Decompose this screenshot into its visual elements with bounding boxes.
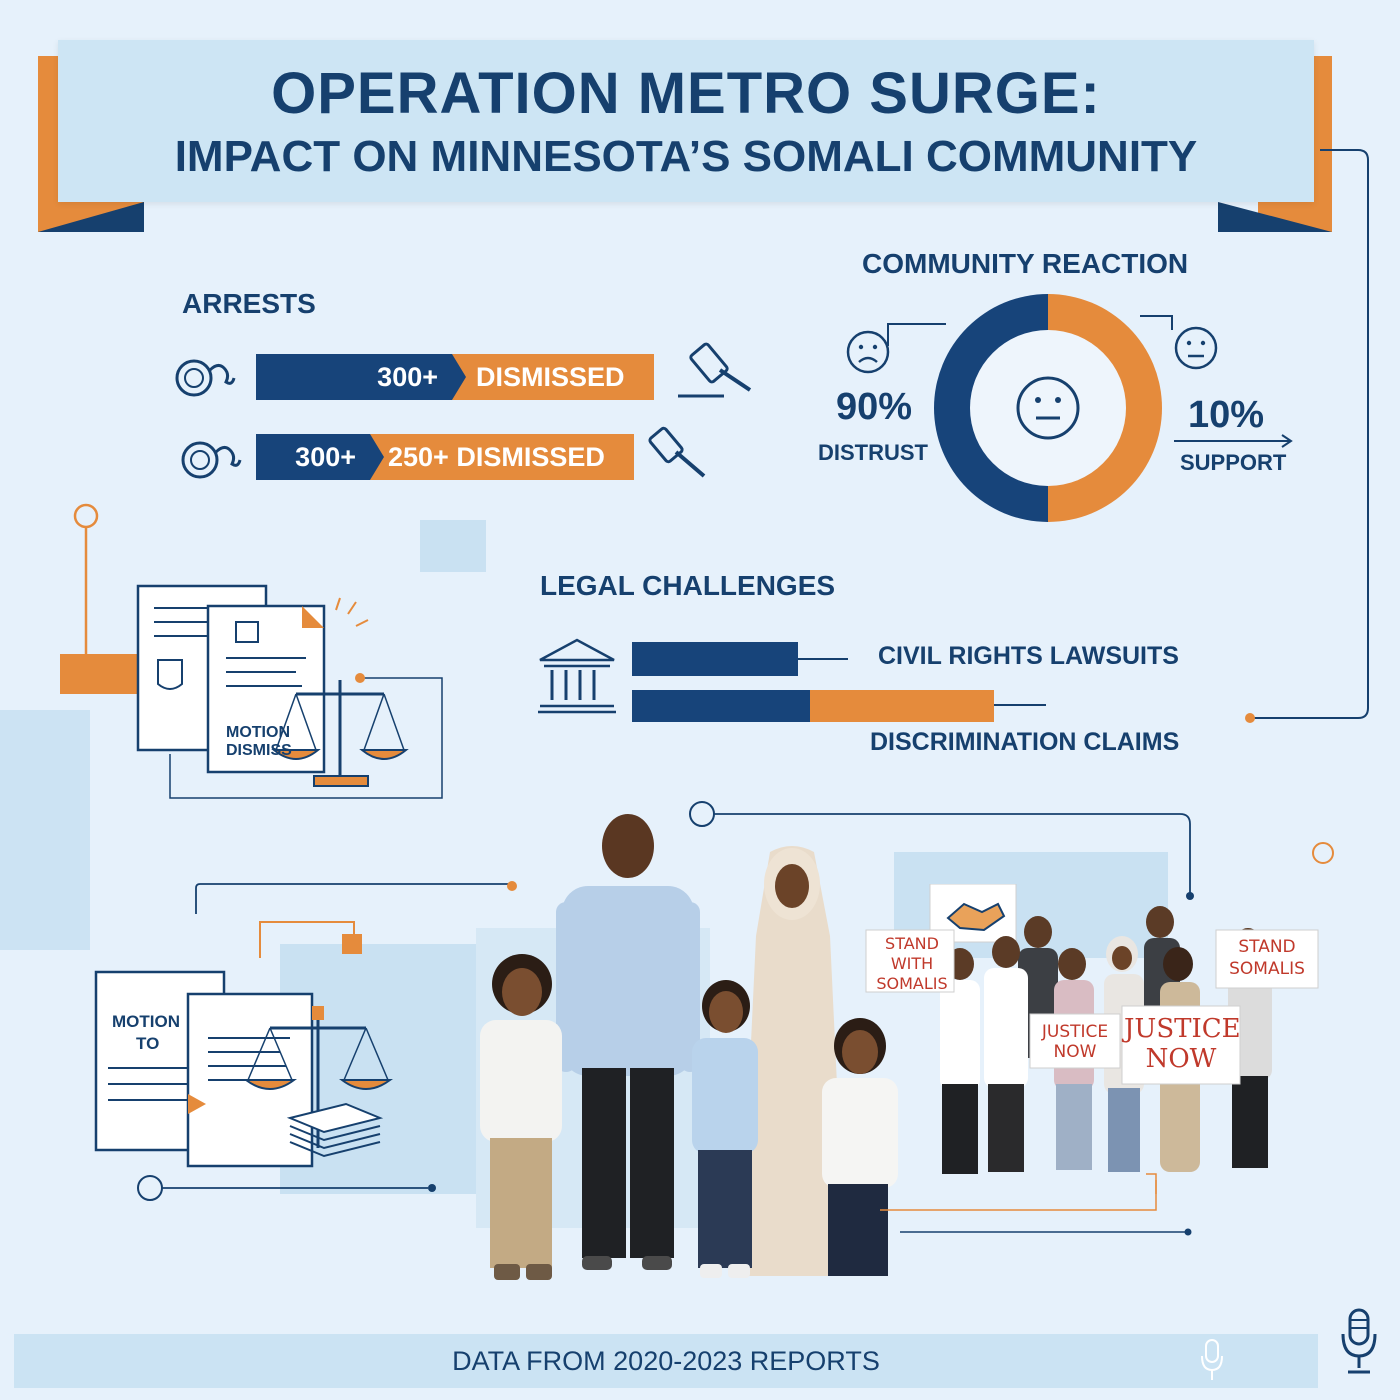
title-banner xyxy=(58,40,1314,202)
person-child-right xyxy=(822,1018,898,1276)
legal-bar-civil-rights xyxy=(632,642,798,676)
footer-source-text: DATA FROM 2020-2023 REPORTS xyxy=(452,1346,880,1376)
legal-bar-discrimination-navy xyxy=(632,690,810,722)
neutral-face-icon xyxy=(1140,315,1218,370)
decorative-circle xyxy=(1312,842,1334,864)
bg-square xyxy=(420,520,486,572)
legal-documents-illustration xyxy=(73,503,443,799)
gavel-icon xyxy=(648,426,706,478)
connector-line-bottom xyxy=(880,1180,1192,1236)
protest-sign-2 xyxy=(1215,929,1319,989)
sad-face-icon xyxy=(846,323,946,374)
protest-sign-3 xyxy=(1029,1013,1121,1069)
ribbon-left-fold xyxy=(38,202,144,232)
community-reaction-heading: COMMUNITY REACTION xyxy=(862,248,1189,279)
person-child-left xyxy=(480,954,562,1280)
arrests-bar-1: 300+ DISMISSED xyxy=(256,354,654,400)
arrests-dismissed-1: DISMISSED xyxy=(452,354,654,400)
person-father xyxy=(556,814,700,1270)
arrests-heading: ARRESTS xyxy=(182,288,316,319)
gavel-icon xyxy=(678,342,752,398)
distrust-label: DISTRUST xyxy=(818,440,928,465)
legal-bar-leader-2 xyxy=(994,704,1046,706)
page-title: OPERATION METRO SURGE: xyxy=(271,61,1101,126)
family-photo xyxy=(480,814,898,1280)
civil-rights-lawsuits-label: CIVIL RIGHTS LAWSUITS xyxy=(878,642,1179,670)
support-percent: 10% xyxy=(1188,394,1265,436)
arrests-dismissed-2: 250+ DISMISSED xyxy=(370,434,634,480)
protest-photo xyxy=(865,884,1319,1194)
arrests-count-2: 300+ xyxy=(256,434,384,480)
legal-challenges-heading: LEGAL CHALLENGES xyxy=(540,570,836,601)
arrests-count-1: 300+ xyxy=(256,354,466,400)
legal-bar-discrimination-orange xyxy=(810,690,994,722)
doc-motion-line2: TO xyxy=(136,1034,160,1053)
handcuffs-icon xyxy=(175,359,236,397)
person-mother xyxy=(740,846,846,1276)
neutral-face-icon xyxy=(1016,376,1080,440)
handcuffs-icon xyxy=(181,441,242,479)
connector-line-top xyxy=(689,801,1194,900)
microphone-icon xyxy=(1201,1339,1223,1380)
microphone-icon xyxy=(1341,1308,1377,1374)
person-child-middle xyxy=(692,980,758,1278)
bg-panel-left xyxy=(0,710,90,950)
discrimination-claims-label: DISCRIMINATION CLAIMS xyxy=(870,728,1180,756)
courthouse-icon xyxy=(538,638,616,714)
arrests-bar-2: 300+ 250+ DISMISSED xyxy=(256,434,634,480)
ribbon-right-fold xyxy=(1218,202,1332,232)
sign-3-text: JUSTICE NOW xyxy=(1041,1022,1109,1062)
motion-documents-illustration xyxy=(94,881,517,1201)
footer-bar xyxy=(14,1334,1318,1388)
protest-sign-1 xyxy=(865,929,955,993)
sign-1-text: STAND WITH SOMALIS xyxy=(876,934,948,993)
doc-motion-dismiss-text: MOTION DISMISS xyxy=(226,724,292,759)
connector-line-right xyxy=(1245,149,1369,723)
sign-2-text: STAND SOMALIS xyxy=(1229,937,1305,979)
page-subtitle: IMPACT ON MINNESOTA’S SOMALI COMMUNITY xyxy=(174,132,1198,181)
legal-bar-leader-1 xyxy=(798,658,848,660)
support-label: SUPPORT xyxy=(1180,450,1287,475)
protest-sign-4 xyxy=(1121,1005,1241,1085)
orange-accent-block xyxy=(60,654,140,694)
reaction-donut-chart xyxy=(934,294,1162,522)
sign-4-text: JUSTICE NOW xyxy=(1124,1014,1241,1074)
distrust-percent: 90% xyxy=(836,386,913,428)
doc-motion-line1: MOTION xyxy=(112,1012,180,1031)
arrow-right-icon xyxy=(1174,434,1293,448)
